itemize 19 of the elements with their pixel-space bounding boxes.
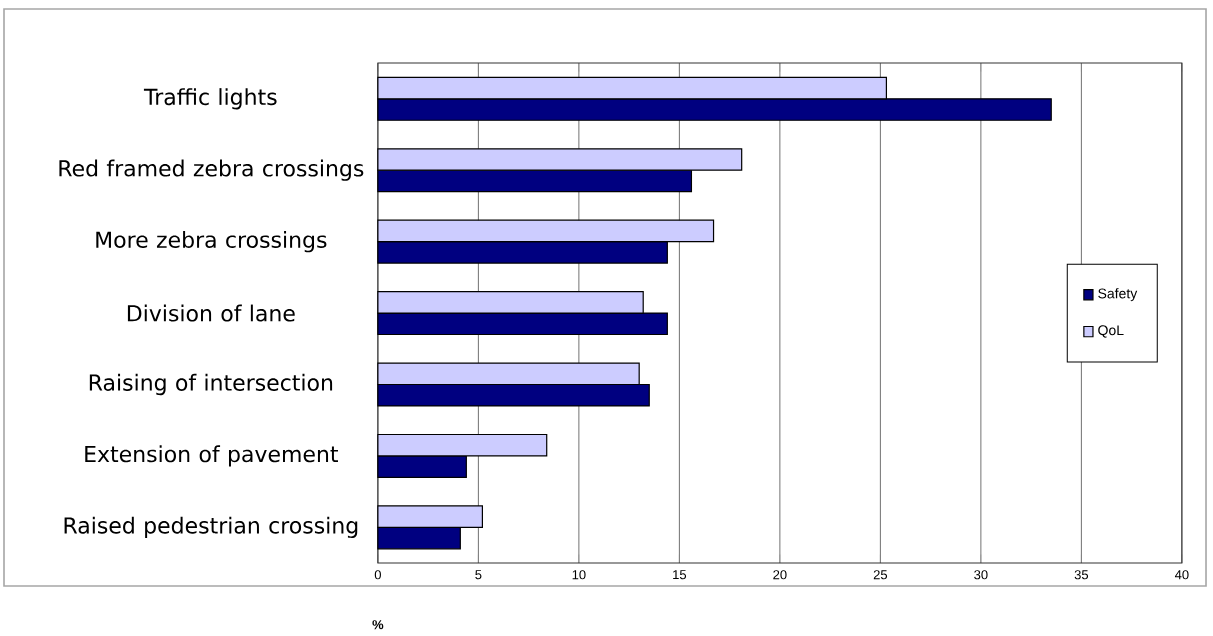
x-tick-label: 5: [475, 570, 482, 580]
x-tick-label: 40: [1174, 570, 1189, 580]
y-tick-label: Traffic lights: [143, 88, 277, 110]
x-tick-label: 35: [1074, 570, 1089, 580]
x-tick-label: 25: [873, 570, 888, 580]
y-tick-label: More zebra crossings: [96, 231, 327, 253]
y-tick-label: Division of lane: [127, 304, 295, 322]
y-tick-label: Raising of intersection: [89, 373, 333, 396]
legend-label: QoL: [1098, 325, 1124, 338]
x-tick-label: 10: [572, 570, 586, 580]
y-tick-label: Extension of pavement: [85, 445, 338, 467]
x-tick-label: 20: [773, 570, 787, 580]
legend-label: Safety: [1098, 288, 1138, 302]
y-tick-label: Red framed zebra crossings: [59, 159, 364, 181]
x-tick-label: 30: [974, 570, 988, 580]
x-axis-title: %: [372, 620, 384, 630]
y-tick-label: Raised pedestrian crossing: [64, 516, 358, 539]
x-tick-label: 0: [374, 570, 381, 580]
x-tick-label: 15: [673, 570, 687, 580]
